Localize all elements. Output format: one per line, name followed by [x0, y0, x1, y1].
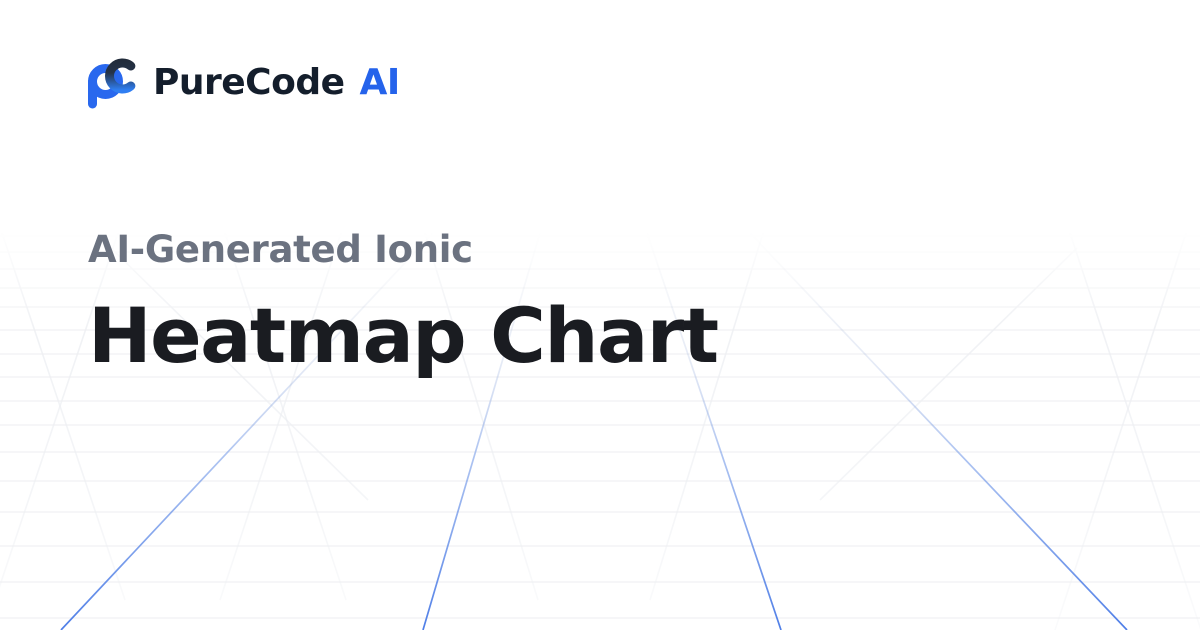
brand-name: PureCode — [153, 61, 345, 103]
brand-logo: PureCode AI — [88, 54, 400, 111]
horizon-fade-overlay — [0, 228, 1200, 330]
hero-section: AI-Generated Ionic Heatmap Chart — [88, 228, 719, 380]
logo-c-glyph — [105, 58, 136, 94]
logo-p-bowl — [88, 64, 123, 99]
horizon-white-mask — [0, 0, 1200, 233]
brand-suffix: AI — [359, 61, 401, 103]
hero-title: Heatmap Chart — [88, 290, 719, 380]
purecode-logo-icon — [88, 58, 136, 109]
hero-subtitle: AI-Generated Ionic — [88, 228, 473, 271]
